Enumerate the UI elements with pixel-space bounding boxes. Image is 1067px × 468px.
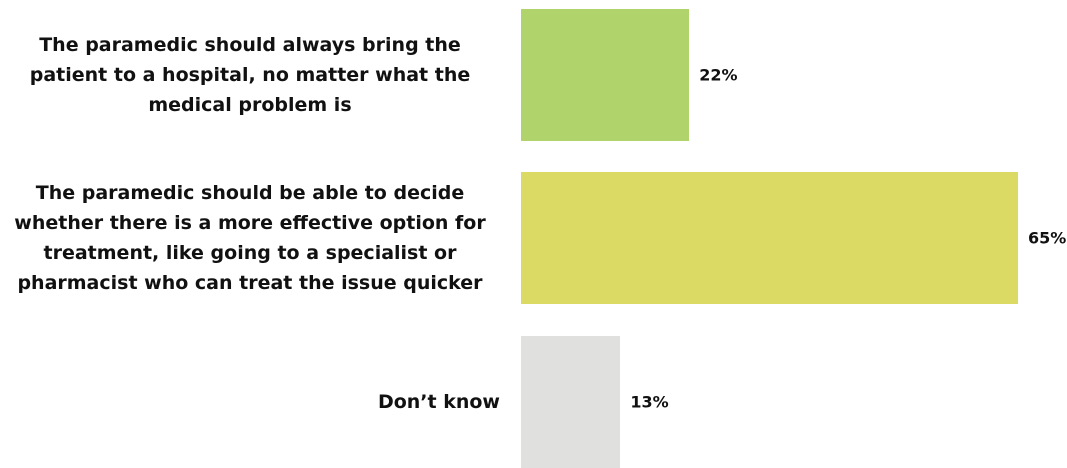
category-label-line: patient to a hospital, no matter what th… <box>29 64 471 86</box>
category-label-text: The paramedic should be able to decide wh… <box>0 178 500 298</box>
category-label: Don’t know <box>0 336 500 468</box>
value-label: 65% <box>1028 228 1067 248</box>
category-label-line: Don’t know <box>377 391 500 413</box>
category-label-text: Don’t know <box>0 387 500 417</box>
category-label-line: whether there is a more effective option… <box>14 212 486 234</box>
value-label: 22% <box>699 65 738 85</box>
category-label-line: medical problem is <box>148 94 352 116</box>
category-label-line: treatment, like going to a specialist or <box>43 242 457 264</box>
category-label-line: The paramedic should be able to decide <box>35 182 465 204</box>
value-label: 13% <box>630 392 669 412</box>
bar <box>521 336 621 468</box>
category-label: The paramedic should be able to decide wh… <box>0 172 500 304</box>
category-label: The paramedic should always bring the pat… <box>0 9 500 141</box>
category-label-text: The paramedic should always bring the pat… <box>0 30 500 120</box>
bar <box>521 9 690 141</box>
category-label-line: The paramedic should always bring the <box>39 34 461 56</box>
bar <box>521 172 1018 304</box>
category-label-line: pharmacist who can treat the issue quick… <box>17 272 483 294</box>
